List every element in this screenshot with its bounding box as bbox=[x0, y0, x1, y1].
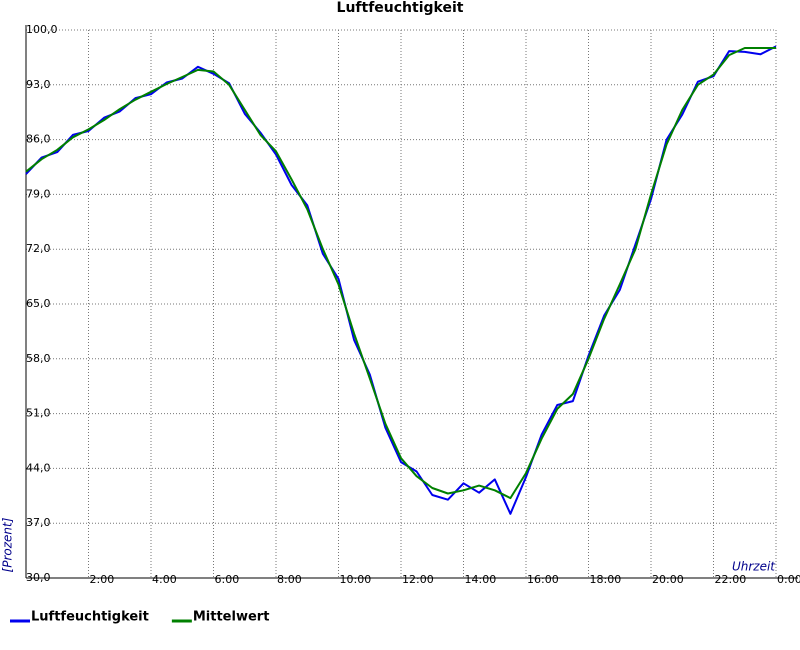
x-tick-label: 14:00 bbox=[465, 573, 497, 586]
x-tick-label: 22:00 bbox=[715, 573, 747, 586]
y-tick-label: 72,0 bbox=[26, 242, 51, 255]
line-series bbox=[25, 47, 776, 500]
x-axis-label: Uhrzeit bbox=[732, 560, 776, 574]
y-tick-label: 100,0 bbox=[26, 23, 58, 36]
y-tick-label: 44,0 bbox=[26, 461, 51, 474]
x-tick-label: 4:00 bbox=[152, 573, 177, 586]
y-tick-label: 93,0 bbox=[26, 78, 51, 91]
chart-title: Luftfeuchtigkeit bbox=[337, 0, 464, 16]
y-tick-label: 51,0 bbox=[26, 407, 51, 420]
x-tick-label: 20:00 bbox=[652, 573, 684, 586]
x-tick-label: 8:00 bbox=[277, 573, 302, 586]
x-tick-label: 16:00 bbox=[527, 573, 559, 586]
y-tick-label: 65,0 bbox=[26, 297, 51, 310]
legend-label: Mittelwert bbox=[193, 610, 270, 625]
legend: Luftfeuchtigkeit Mittelwert bbox=[10, 610, 269, 625]
x-tick-label: 2:00 bbox=[90, 573, 115, 586]
y-tick-label: 37,0 bbox=[26, 516, 51, 529]
x-tick-label: 10:00 bbox=[340, 573, 372, 586]
y-axis-label: [Prozent] bbox=[1, 517, 15, 572]
x-tick-label: 12:00 bbox=[402, 573, 434, 586]
x-tick-label: 6:00 bbox=[215, 573, 240, 586]
y-tick-label: 58,0 bbox=[26, 352, 51, 365]
x-tick-label: 0:00 bbox=[777, 573, 800, 586]
legend-label: Luftfeuchtigkeit bbox=[31, 610, 149, 625]
line-series bbox=[25, 45, 777, 515]
x-tick-label: 18:00 bbox=[590, 573, 622, 586]
y-tick-label: 79,0 bbox=[26, 187, 51, 200]
y-tick-label: 86,0 bbox=[26, 133, 51, 146]
